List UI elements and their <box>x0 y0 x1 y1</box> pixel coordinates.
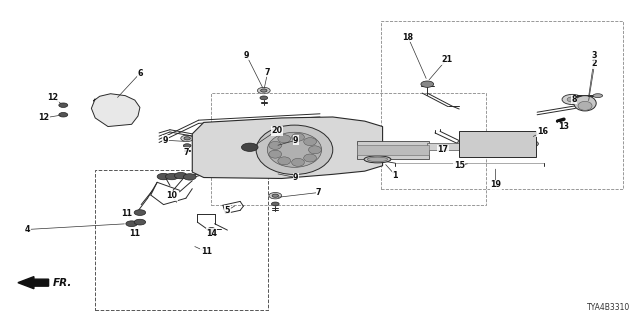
Text: 11: 11 <box>129 229 140 238</box>
Circle shape <box>271 202 279 206</box>
Text: 9: 9 <box>293 136 298 145</box>
Polygon shape <box>92 94 140 126</box>
FancyArrow shape <box>18 276 49 289</box>
Polygon shape <box>192 117 383 179</box>
Circle shape <box>525 140 538 147</box>
Text: 14: 14 <box>206 229 217 238</box>
Bar <box>95 170 268 310</box>
Text: 9: 9 <box>293 173 298 182</box>
Circle shape <box>260 96 268 100</box>
Circle shape <box>134 219 146 225</box>
Text: 5: 5 <box>225 206 230 215</box>
Circle shape <box>257 87 270 94</box>
Bar <box>357 141 429 159</box>
Circle shape <box>269 193 282 199</box>
Circle shape <box>421 81 434 87</box>
Text: 7: 7 <box>316 188 321 197</box>
Polygon shape <box>460 131 536 157</box>
Ellipse shape <box>278 157 291 165</box>
Circle shape <box>183 174 196 180</box>
Text: 4: 4 <box>25 225 30 234</box>
Text: 10: 10 <box>166 191 177 200</box>
Circle shape <box>180 135 193 141</box>
Circle shape <box>272 194 278 197</box>
Circle shape <box>126 221 138 227</box>
Circle shape <box>562 94 582 105</box>
Text: 1: 1 <box>392 171 398 180</box>
Ellipse shape <box>593 94 603 98</box>
Ellipse shape <box>364 156 391 163</box>
Ellipse shape <box>578 101 592 110</box>
Circle shape <box>207 228 215 231</box>
Ellipse shape <box>256 125 333 174</box>
Circle shape <box>174 172 187 179</box>
Text: 11: 11 <box>122 209 132 218</box>
Circle shape <box>166 173 178 180</box>
Text: 9: 9 <box>244 51 250 60</box>
Circle shape <box>134 210 146 215</box>
Circle shape <box>241 143 258 151</box>
Circle shape <box>567 97 577 102</box>
Text: 20: 20 <box>271 126 282 135</box>
Ellipse shape <box>367 157 388 162</box>
Text: TYA4B3310: TYA4B3310 <box>586 303 630 312</box>
Text: 8: 8 <box>572 95 577 104</box>
Ellipse shape <box>304 154 317 162</box>
Text: 12: 12 <box>38 114 50 123</box>
Text: 3: 3 <box>592 51 597 60</box>
Ellipse shape <box>269 150 282 158</box>
Text: 19: 19 <box>490 180 501 189</box>
Circle shape <box>59 103 68 108</box>
Circle shape <box>184 137 190 140</box>
Text: 9: 9 <box>163 136 168 145</box>
Circle shape <box>260 89 267 92</box>
Ellipse shape <box>292 158 305 166</box>
Text: 21: 21 <box>441 55 452 64</box>
Text: 18: 18 <box>403 33 413 42</box>
Text: FR.: FR. <box>53 278 72 288</box>
Circle shape <box>59 113 68 117</box>
Circle shape <box>183 144 191 148</box>
Ellipse shape <box>574 96 596 111</box>
Ellipse shape <box>292 133 305 141</box>
Ellipse shape <box>269 141 282 149</box>
Text: 15: 15 <box>454 161 465 170</box>
Text: 6: 6 <box>137 69 143 78</box>
Text: 12: 12 <box>47 93 59 102</box>
Circle shape <box>457 140 469 147</box>
Text: 16: 16 <box>537 127 548 136</box>
Text: 17: 17 <box>437 145 448 154</box>
Text: 11: 11 <box>201 247 212 256</box>
Ellipse shape <box>268 132 321 167</box>
Text: 7: 7 <box>183 148 189 156</box>
Bar <box>381 21 623 189</box>
Bar <box>357 145 429 155</box>
Circle shape <box>157 173 170 180</box>
Bar <box>211 93 486 204</box>
Ellipse shape <box>308 146 321 154</box>
Bar <box>428 143 460 150</box>
Ellipse shape <box>278 135 291 143</box>
Ellipse shape <box>304 138 317 146</box>
Text: 2: 2 <box>592 59 597 68</box>
Text: 13: 13 <box>559 122 570 131</box>
Text: 7: 7 <box>265 68 270 77</box>
